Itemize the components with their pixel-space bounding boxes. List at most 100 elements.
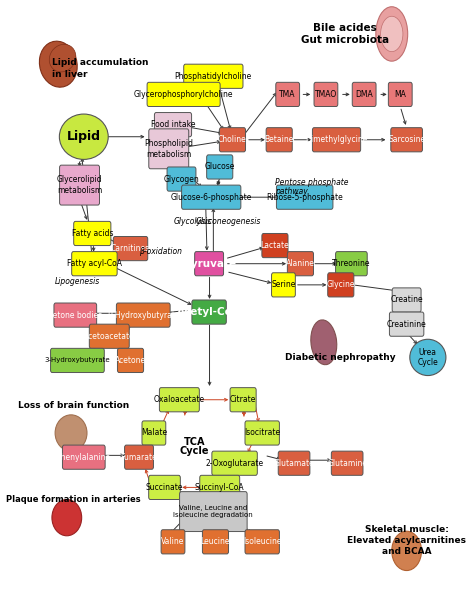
FancyBboxPatch shape (118, 348, 144, 373)
Text: Food intake: Food intake (151, 120, 195, 129)
Text: and BCAA: and BCAA (382, 547, 431, 556)
Text: in liver: in liver (52, 70, 87, 79)
FancyBboxPatch shape (184, 64, 243, 88)
Text: TMA: TMA (280, 90, 296, 99)
Text: Oxaloacetate: Oxaloacetate (154, 395, 205, 404)
Ellipse shape (392, 531, 421, 570)
Text: Threonine: Threonine (332, 259, 371, 268)
Text: Alanine: Alanine (286, 259, 315, 268)
FancyBboxPatch shape (117, 303, 170, 327)
FancyBboxPatch shape (63, 445, 105, 469)
Ellipse shape (52, 499, 82, 536)
Text: Valine: Valine (161, 538, 185, 547)
FancyBboxPatch shape (314, 82, 338, 107)
FancyBboxPatch shape (391, 128, 422, 152)
Text: Lactate: Lactate (261, 241, 289, 250)
FancyBboxPatch shape (195, 251, 224, 276)
FancyBboxPatch shape (388, 82, 412, 107)
Text: Ketone bodies: Ketone bodies (48, 311, 102, 319)
Text: Skeletal muscle:: Skeletal muscle: (365, 525, 448, 534)
Ellipse shape (376, 7, 408, 61)
Text: Acetyl-CoA: Acetyl-CoA (177, 307, 241, 317)
Text: Creatine: Creatine (390, 296, 423, 304)
Ellipse shape (410, 339, 446, 376)
FancyBboxPatch shape (73, 221, 111, 245)
Text: Betaine: Betaine (264, 135, 294, 144)
Text: Fatty acids: Fatty acids (72, 229, 113, 238)
Text: Valine, Leucine and
Isoleucine degradation: Valine, Leucine and Isoleucine degradati… (173, 505, 253, 518)
Text: Gluconeogenesis: Gluconeogenesis (196, 217, 261, 226)
FancyBboxPatch shape (125, 445, 154, 469)
Text: Bile acides: Bile acides (313, 23, 377, 33)
FancyBboxPatch shape (161, 530, 185, 554)
FancyBboxPatch shape (51, 348, 104, 373)
FancyBboxPatch shape (312, 128, 361, 152)
FancyBboxPatch shape (147, 82, 220, 107)
FancyBboxPatch shape (276, 82, 300, 107)
Text: Leucine: Leucine (201, 538, 230, 547)
Text: Acetone: Acetone (115, 356, 146, 365)
FancyBboxPatch shape (392, 288, 421, 312)
FancyBboxPatch shape (182, 185, 241, 209)
FancyBboxPatch shape (219, 128, 246, 152)
Text: Phosphatidylcholine: Phosphatidylcholine (175, 72, 252, 81)
Text: Pyruvate: Pyruvate (182, 259, 236, 268)
Ellipse shape (311, 320, 337, 365)
Text: Succinyl-CoA: Succinyl-CoA (195, 483, 245, 492)
FancyBboxPatch shape (149, 129, 189, 169)
Text: Plaque formation in arteries: Plaque formation in arteries (6, 495, 140, 504)
FancyBboxPatch shape (272, 273, 295, 297)
Text: β-oxidation: β-oxidation (139, 247, 182, 256)
FancyBboxPatch shape (328, 273, 354, 297)
Text: Glycerophosphorylcholine: Glycerophosphorylcholine (134, 90, 233, 99)
Text: Fumarate: Fumarate (121, 453, 157, 462)
Ellipse shape (59, 114, 108, 159)
FancyBboxPatch shape (159, 388, 200, 412)
Text: MA: MA (394, 90, 406, 99)
FancyBboxPatch shape (262, 233, 288, 258)
Text: Choline: Choline (218, 135, 247, 144)
Text: Isoleucine: Isoleucine (243, 538, 282, 547)
FancyBboxPatch shape (200, 475, 240, 499)
Text: Malate: Malate (141, 428, 167, 438)
Text: Lipogenesis: Lipogenesis (55, 278, 100, 287)
Ellipse shape (55, 415, 87, 451)
Text: Phenylalanine: Phenylalanine (57, 453, 111, 462)
Text: Ribose-5-phosphate: Ribose-5-phosphate (266, 193, 343, 202)
FancyBboxPatch shape (278, 451, 310, 475)
Text: Glutamate: Glutamate (273, 459, 314, 468)
Text: Glucose: Glucose (205, 162, 235, 171)
FancyBboxPatch shape (266, 128, 292, 152)
FancyBboxPatch shape (212, 451, 257, 475)
Text: Isocitrate: Isocitrate (244, 428, 280, 438)
FancyBboxPatch shape (245, 421, 279, 445)
Text: 2-Oxoglutarate: 2-Oxoglutarate (206, 459, 264, 468)
Text: Glycine: Glycine (327, 281, 355, 289)
Text: Acetoacetate: Acetoacetate (84, 331, 135, 341)
Text: Sarcosine: Sarcosine (388, 135, 425, 144)
FancyBboxPatch shape (167, 167, 196, 191)
Text: Cycle: Cycle (180, 446, 209, 456)
Text: Glutamine: Glutamine (327, 459, 367, 468)
Text: Diabetic nephropathy: Diabetic nephropathy (285, 353, 396, 362)
Text: Glycogen: Glycogen (164, 175, 200, 184)
Text: DMA: DMA (356, 90, 373, 99)
Text: TCA: TCA (183, 437, 205, 447)
Text: Elevated acylcarnitines: Elevated acylcarnitines (347, 536, 466, 545)
Text: Pentose phosphate: Pentose phosphate (275, 178, 348, 187)
Text: Lipid: Lipid (67, 130, 101, 143)
Text: pathway: pathway (275, 187, 308, 196)
Text: 3-Hydroxybutyrate: 3-Hydroxybutyrate (45, 358, 110, 364)
Text: Glycerolipid
metabolism: Glycerolipid metabolism (57, 175, 102, 195)
FancyBboxPatch shape (60, 165, 100, 205)
Text: Glycolysis: Glycolysis (174, 217, 212, 226)
FancyBboxPatch shape (89, 324, 129, 348)
FancyBboxPatch shape (202, 530, 228, 554)
FancyBboxPatch shape (113, 236, 148, 261)
Text: Lipid accumulation: Lipid accumulation (52, 58, 148, 67)
Ellipse shape (381, 16, 403, 52)
Text: Glucose-6-phosphate: Glucose-6-phosphate (171, 193, 252, 202)
FancyBboxPatch shape (230, 388, 256, 412)
Text: Urea
Cycle: Urea Cycle (418, 348, 438, 367)
Text: Loss of brain function: Loss of brain function (18, 401, 129, 410)
